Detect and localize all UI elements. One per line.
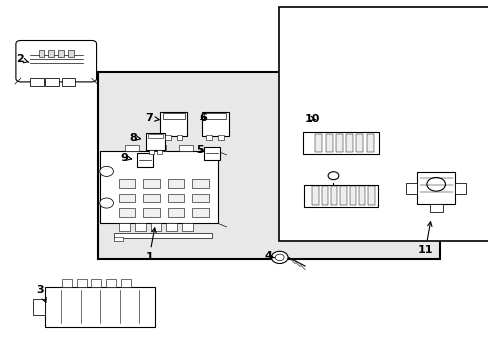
Text: 6: 6 (199, 113, 206, 123)
Bar (114, 237, 122, 241)
Circle shape (100, 198, 113, 208)
Bar (330, 186, 337, 205)
Bar (429, 204, 442, 212)
Circle shape (271, 251, 287, 264)
Bar (179, 145, 192, 151)
Bar (136, 153, 152, 167)
Bar (62, 279, 72, 287)
Bar (366, 134, 373, 152)
Bar (143, 179, 160, 188)
Bar (204, 147, 220, 160)
Circle shape (327, 172, 338, 180)
Bar (121, 279, 130, 287)
Bar (48, 50, 54, 57)
Bar (150, 223, 161, 231)
Bar (358, 186, 365, 205)
Bar (182, 223, 192, 231)
Bar (166, 223, 177, 231)
Bar (406, 183, 416, 194)
Text: 9: 9 (121, 153, 131, 163)
Bar (160, 112, 186, 136)
Text: 5: 5 (196, 145, 204, 156)
Bar (192, 179, 208, 188)
Bar (416, 172, 454, 204)
Bar (157, 150, 162, 154)
Bar (167, 208, 184, 217)
Bar (32, 299, 45, 315)
Bar (349, 186, 355, 205)
Bar (91, 279, 101, 287)
Text: 11: 11 (417, 222, 432, 255)
Text: 7: 7 (145, 113, 159, 123)
Bar (321, 186, 327, 205)
Bar (206, 135, 212, 140)
Bar (98, 72, 439, 259)
Bar (45, 287, 155, 327)
Bar (119, 179, 135, 188)
Bar (367, 186, 374, 205)
Bar (135, 223, 145, 231)
Bar (302, 132, 378, 154)
Text: 4: 4 (264, 251, 274, 261)
Bar (162, 113, 184, 119)
Bar (143, 194, 160, 202)
Circle shape (100, 166, 113, 176)
Bar (100, 151, 217, 223)
FancyBboxPatch shape (16, 41, 96, 82)
Bar (356, 134, 363, 152)
Bar (68, 50, 74, 57)
Text: 1: 1 (145, 228, 156, 262)
Bar (346, 134, 352, 152)
Bar (192, 194, 208, 202)
Bar (340, 186, 346, 205)
Bar (114, 233, 211, 238)
Bar (145, 133, 165, 150)
Bar (77, 279, 86, 287)
Text: 8: 8 (129, 132, 141, 143)
Bar (315, 134, 322, 152)
Bar (119, 223, 130, 231)
Circle shape (275, 254, 284, 261)
Bar (58, 50, 64, 57)
Bar (201, 112, 228, 136)
Bar (125, 145, 139, 151)
Text: 2: 2 (16, 54, 29, 64)
Bar (335, 134, 342, 152)
Bar (148, 150, 153, 154)
Bar (106, 279, 116, 287)
Bar (119, 208, 135, 217)
Bar (61, 78, 75, 86)
Bar (147, 134, 163, 138)
Bar (192, 208, 208, 217)
Bar (164, 135, 170, 140)
Circle shape (426, 177, 445, 191)
Bar (167, 194, 184, 202)
Bar (218, 135, 224, 140)
Bar (278, 7, 488, 241)
Bar (167, 179, 184, 188)
Bar (152, 145, 165, 151)
Text: 10: 10 (304, 114, 319, 124)
Bar (176, 135, 182, 140)
Bar (45, 78, 59, 86)
Bar (454, 183, 465, 194)
Bar (204, 113, 225, 119)
Bar (119, 194, 135, 202)
Bar (30, 78, 43, 86)
Bar (39, 50, 44, 57)
Bar (325, 134, 332, 152)
Bar (303, 185, 377, 207)
Text: 3: 3 (37, 285, 46, 302)
Bar (312, 186, 318, 205)
Bar (143, 208, 160, 217)
